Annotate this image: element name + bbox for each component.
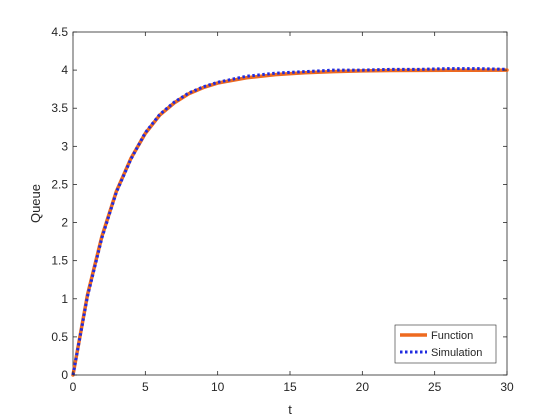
x-tick-label: 25 [428, 380, 442, 394]
y-tick-label: 2 [61, 216, 68, 230]
x-axis-ticks: 0 5 10 15 20 25 30 [70, 32, 514, 394]
x-tick-label: 0 [70, 380, 77, 394]
legend-label: Function [431, 330, 473, 342]
legend: Function Simulation [394, 324, 497, 364]
x-tick-label: 20 [356, 380, 370, 394]
y-tick-label: 1 [61, 292, 68, 306]
x-tick-label: 15 [283, 380, 297, 394]
y-tick-label: 3.5 [51, 101, 68, 115]
y-tick-label: 2.5 [51, 177, 68, 191]
legend-label: Simulation [431, 347, 482, 359]
x-tick-label: 30 [500, 380, 514, 394]
plot-area [71, 31, 509, 377]
y-tick-label: 1.5 [51, 254, 68, 268]
y-axis-title: Queue [28, 184, 43, 223]
y-tick-label: 4.5 [51, 25, 68, 39]
x-tick-label: 10 [211, 380, 225, 394]
series-line-simulation [71, 67, 508, 376]
x-tick-label: 5 [142, 380, 149, 394]
y-tick-label: 0 [61, 368, 68, 382]
y-tick-label: 3 [61, 139, 68, 153]
y-axis-ticks: 0 0.5 1 1.5 2 2.5 3 3.5 4 4.5 [51, 25, 507, 382]
y-tick-label: 4 [61, 63, 68, 77]
axes-box [72, 31, 508, 376]
legend-box [394, 324, 497, 364]
y-tick-label: 0.5 [51, 330, 68, 344]
x-axis-title: t [288, 402, 292, 417]
